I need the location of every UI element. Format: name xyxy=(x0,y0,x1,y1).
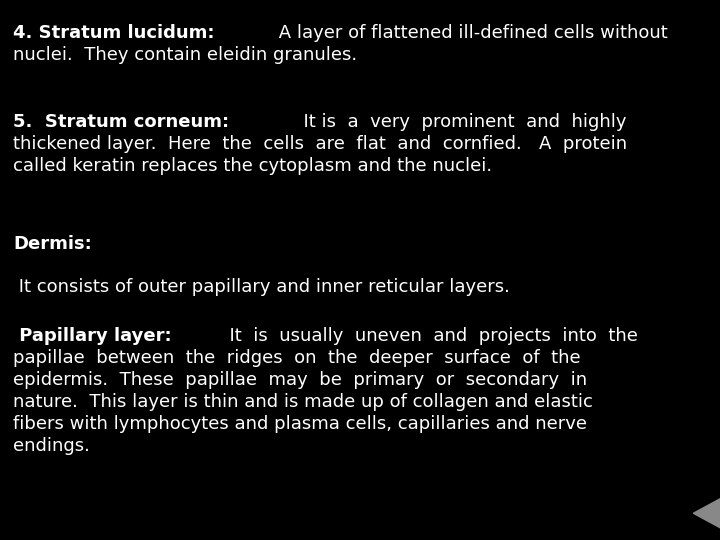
Text: epidermis.  These  papillae  may  be  primary  or  secondary  in: epidermis. These papillae may be primary… xyxy=(13,370,587,389)
Text: It is  a  very  prominent  and  highly: It is a very prominent and highly xyxy=(292,113,626,131)
Text: thickened layer.  Here  the  cells  are  flat  and  cornfied.   A  protein: thickened layer. Here the cells are flat… xyxy=(13,136,627,153)
Text: nature.  This layer is thin and is made up of collagen and elastic: nature. This layer is thin and is made u… xyxy=(13,393,593,411)
Text: endings.: endings. xyxy=(13,437,90,455)
Text: called keratin replaces the cytoplasm and the nuclei.: called keratin replaces the cytoplasm an… xyxy=(13,157,492,176)
Text: 5.  Stratum corneum:: 5. Stratum corneum: xyxy=(13,113,229,131)
Text: A layer of flattened ill-defined cells without: A layer of flattened ill-defined cells w… xyxy=(273,24,667,42)
Text: It consists of outer papillary and inner reticular layers.: It consists of outer papillary and inner… xyxy=(13,278,510,296)
Text: Papillary layer:: Papillary layer: xyxy=(13,327,171,345)
Text: nuclei.  They contain eleidin granules.: nuclei. They contain eleidin granules. xyxy=(13,46,357,64)
Text: Dermis:: Dermis: xyxy=(13,235,91,253)
Text: fibers with lymphocytes and plasma cells, capillaries and nerve: fibers with lymphocytes and plasma cells… xyxy=(13,415,587,433)
Text: It  is  usually  uneven  and  projects  into  the: It is usually uneven and projects into t… xyxy=(217,327,637,345)
Text: 4. Stratum lucidum:: 4. Stratum lucidum: xyxy=(13,24,215,42)
Polygon shape xyxy=(693,498,720,528)
Text: papillae  between  the  ridges  on  the  deeper  surface  of  the: papillae between the ridges on the deepe… xyxy=(13,349,580,367)
